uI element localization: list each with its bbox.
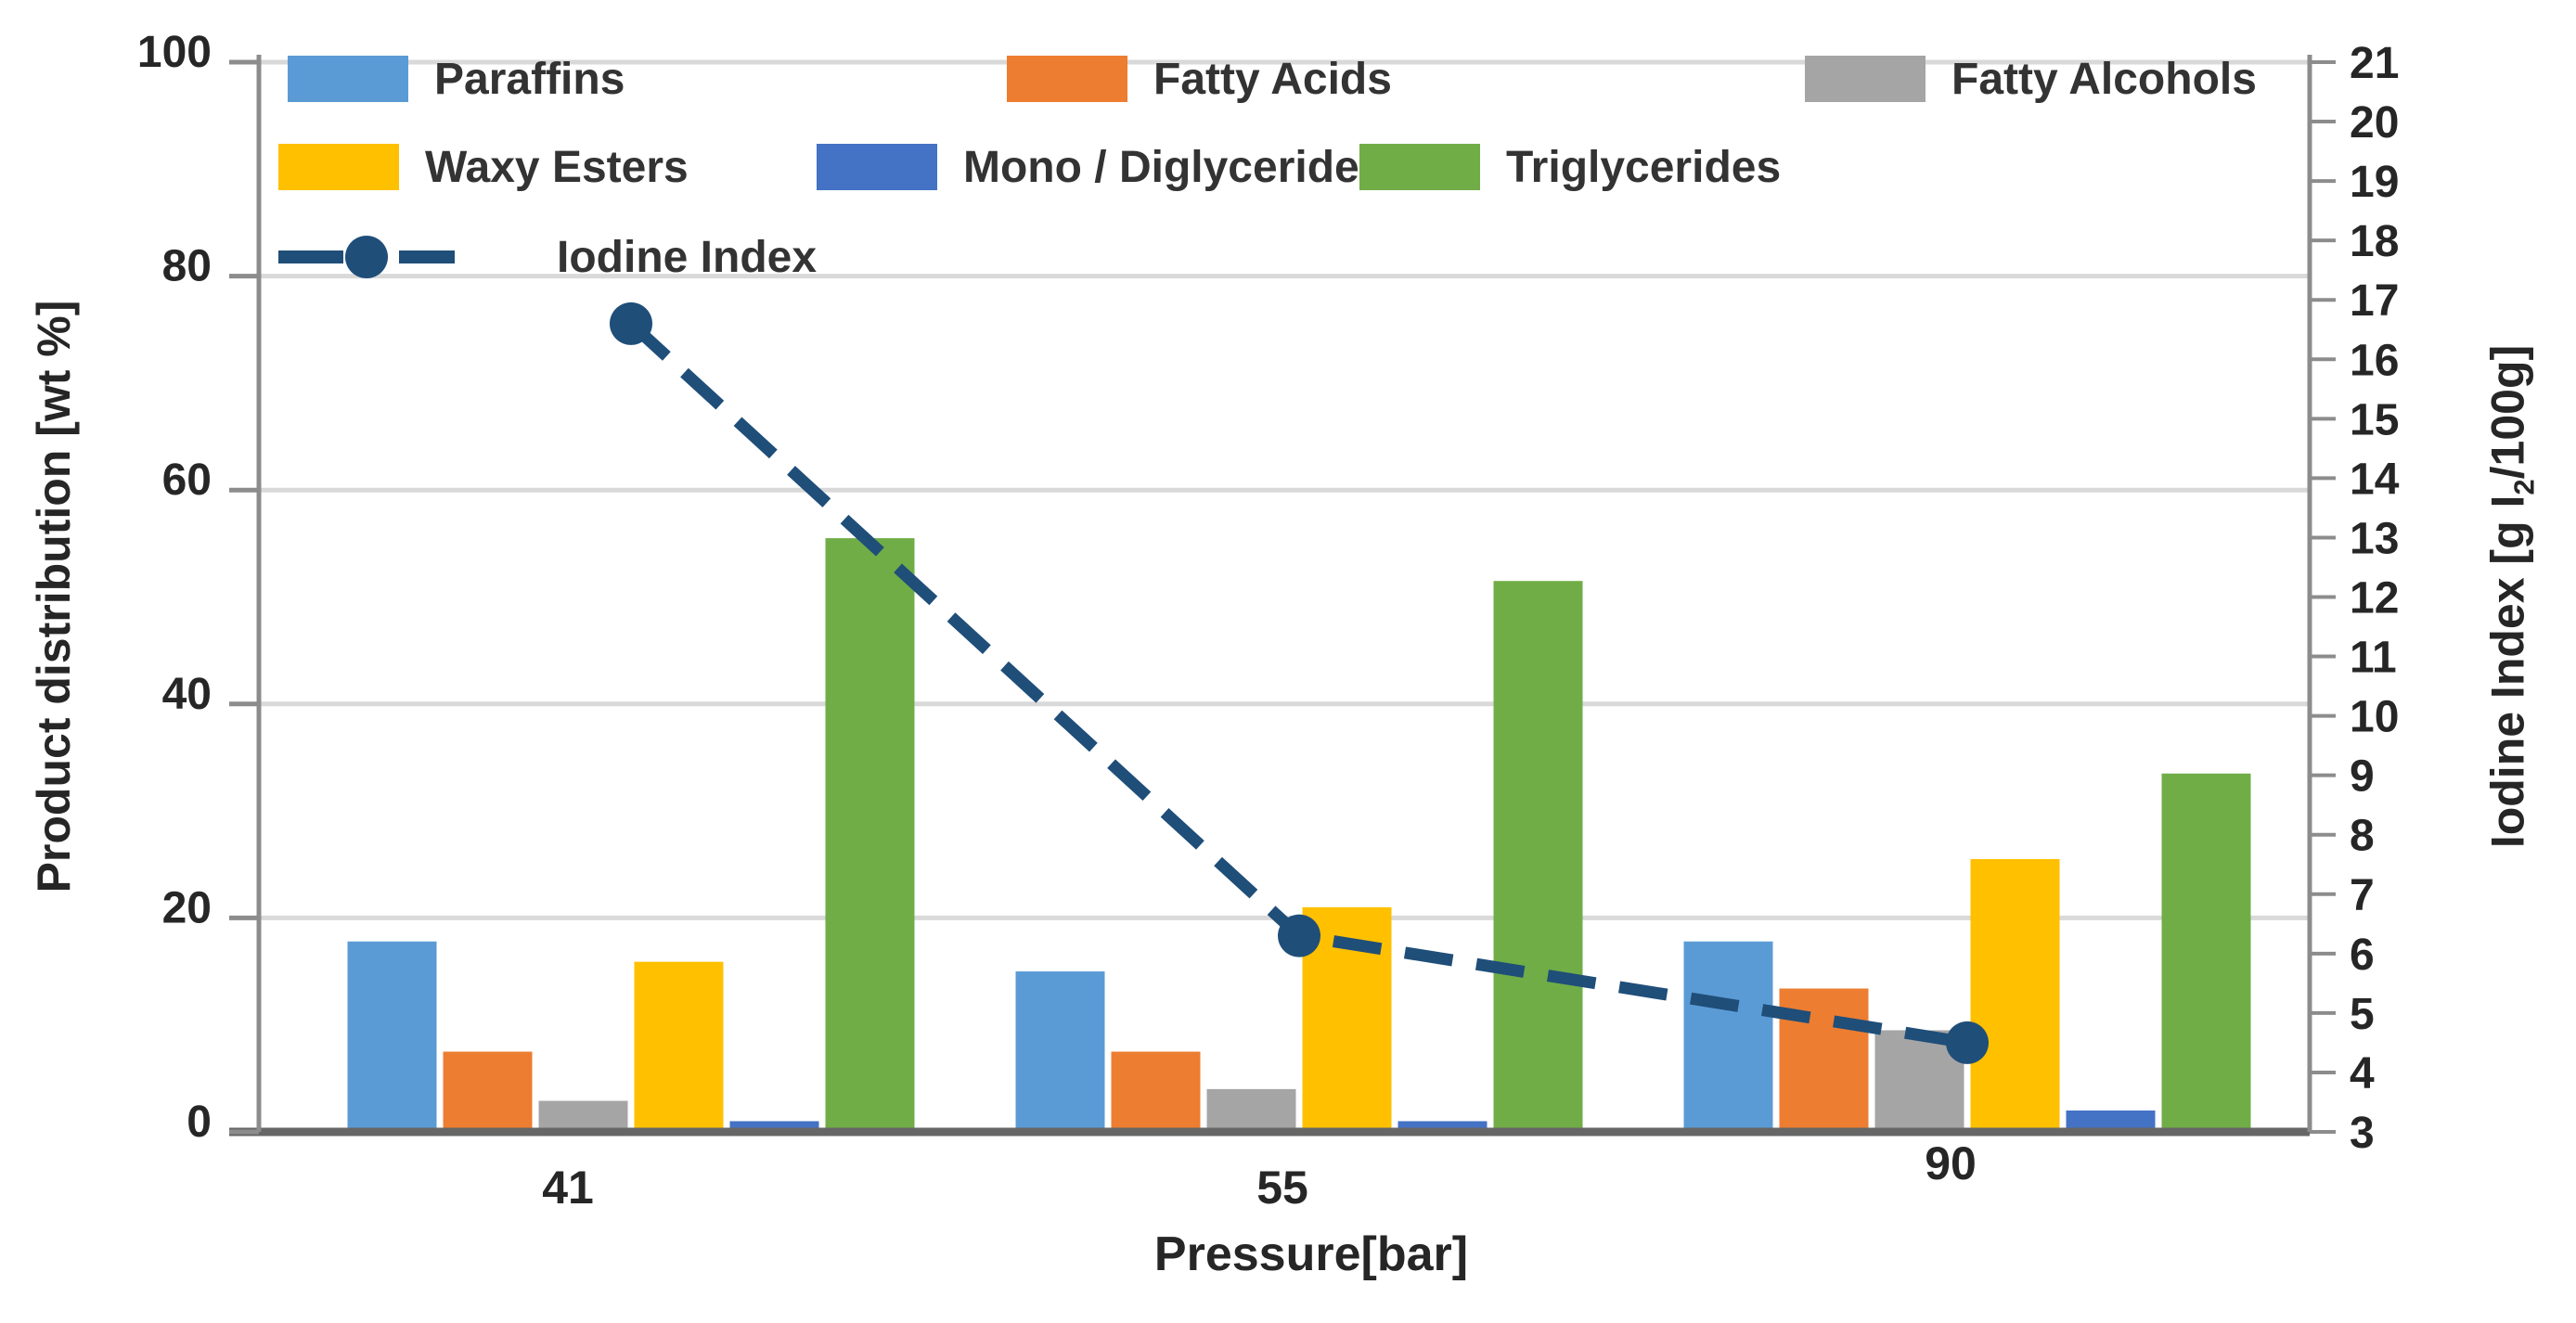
x-axis-title: Pressure[bar] xyxy=(1153,1227,1469,1281)
left-tick-label-100: 100 xyxy=(137,28,212,77)
right-tick-label-9: 9 xyxy=(2350,752,2375,802)
bar-fatty-acids-55 xyxy=(1111,1051,1201,1132)
right-tick-label-17: 17 xyxy=(2350,276,2399,326)
iodine-index-marker-55 xyxy=(1278,914,1320,957)
bar-fatty-alcohols-41 xyxy=(538,1100,628,1132)
category-label-90: 90 xyxy=(1925,1137,1977,1189)
right-tick-label-15: 15 xyxy=(2350,395,2399,444)
right-tick-label-13: 13 xyxy=(2350,514,2399,563)
iodine-index-marker-41 xyxy=(610,302,652,345)
left-tick-label-20: 20 xyxy=(162,883,212,932)
right-tick-label-7: 7 xyxy=(2350,871,2375,920)
right-tick-label-18: 18 xyxy=(2350,217,2399,266)
bar-triglycerides-90 xyxy=(2161,773,2251,1132)
iodine-index-marker-90 xyxy=(1946,1021,1989,1064)
right-tick-label-21: 21 xyxy=(2350,39,2399,88)
bar-waxy-esters-90 xyxy=(1970,858,2060,1132)
right-tick-label-3: 3 xyxy=(2350,1109,2375,1158)
right-tick-label-19: 19 xyxy=(2350,158,2399,207)
right-tick-label-4: 4 xyxy=(2350,1049,2375,1098)
right-axis-title-prefix: Iodine Index [g I xyxy=(2481,495,2534,849)
left-axis-title: Product distribution [wt %] xyxy=(28,300,80,893)
left-tick-label-80: 80 xyxy=(162,242,212,291)
right-axis-title: Iodine Index [g I2/100g] xyxy=(2481,345,2542,848)
left-tick-label-0: 0 xyxy=(187,1098,212,1147)
right-axis-title-suffix: /100g] xyxy=(2481,344,2534,480)
right-tick-label-5: 5 xyxy=(2350,990,2375,1039)
right-tick-label-16: 16 xyxy=(2350,336,2399,385)
right-tick-label-10: 10 xyxy=(2350,693,2399,742)
bar-paraffins-41 xyxy=(347,941,437,1132)
category-label-41: 41 xyxy=(542,1162,594,1214)
bar-triglycerides-55 xyxy=(1493,581,1583,1132)
bar-mono-diglycerides-41 xyxy=(729,1121,819,1132)
left-tick-label-60: 60 xyxy=(162,456,212,505)
bar-fatty-acids-41 xyxy=(443,1051,533,1132)
bar-triglycerides-41 xyxy=(825,538,915,1132)
right-tick-label-11: 11 xyxy=(2350,634,2397,683)
right-tick-label-8: 8 xyxy=(2350,812,2375,861)
bar-mono-diglycerides-55 xyxy=(1397,1121,1488,1132)
bar-paraffins-55 xyxy=(1015,971,1105,1132)
bar-fatty-alcohols-55 xyxy=(1206,1088,1296,1132)
right-tick-label-12: 12 xyxy=(2350,574,2399,623)
right-tick-label-20: 20 xyxy=(2350,98,2399,148)
right-tick-label-6: 6 xyxy=(2350,931,2375,980)
left-tick-label-40: 40 xyxy=(162,670,212,719)
bar-waxy-esters-41 xyxy=(634,961,724,1132)
right-tick-label-14: 14 xyxy=(2350,455,2400,504)
category-label-55: 55 xyxy=(1256,1162,1308,1214)
bar-paraffins-90 xyxy=(1683,941,1773,1132)
right-axis-title-sub: 2 xyxy=(2507,479,2541,495)
bar-mono-diglycerides-90 xyxy=(2066,1110,2156,1132)
